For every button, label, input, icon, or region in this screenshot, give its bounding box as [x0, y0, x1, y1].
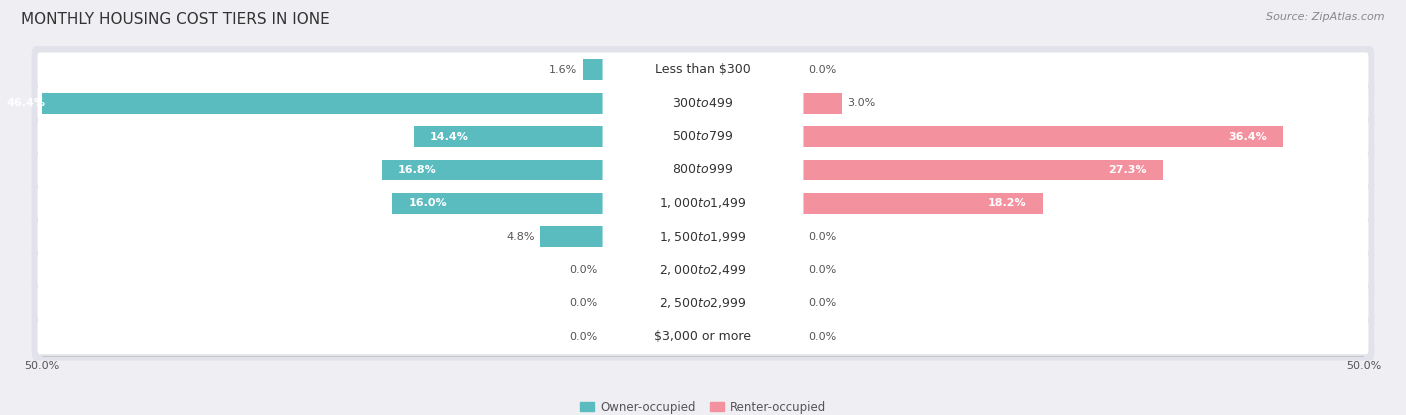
FancyBboxPatch shape: [31, 146, 1375, 194]
Bar: [540, 226, 605, 247]
Text: $2,500 to $2,999: $2,500 to $2,999: [659, 296, 747, 310]
Text: 0.0%: 0.0%: [808, 298, 837, 308]
FancyBboxPatch shape: [603, 290, 803, 317]
Text: $1,000 to $1,499: $1,000 to $1,499: [659, 196, 747, 210]
Bar: [614, 293, 693, 314]
FancyBboxPatch shape: [38, 186, 1368, 221]
Bar: [582, 59, 605, 80]
Text: $2,000 to $2,499: $2,000 to $2,499: [659, 263, 747, 277]
Text: 0.0%: 0.0%: [569, 265, 598, 275]
Text: 14.4%: 14.4%: [429, 132, 468, 142]
FancyBboxPatch shape: [603, 123, 803, 150]
Text: 36.4%: 36.4%: [1229, 132, 1267, 142]
Bar: [801, 160, 1163, 180]
Text: Source: ZipAtlas.com: Source: ZipAtlas.com: [1267, 12, 1385, 22]
Text: 0.0%: 0.0%: [808, 265, 837, 275]
FancyBboxPatch shape: [31, 280, 1375, 327]
FancyBboxPatch shape: [38, 119, 1368, 154]
FancyBboxPatch shape: [603, 90, 803, 117]
Bar: [0, 93, 605, 114]
Text: 3.0%: 3.0%: [846, 98, 876, 108]
Text: $1,500 to $1,999: $1,500 to $1,999: [659, 230, 747, 244]
FancyBboxPatch shape: [38, 86, 1368, 121]
Bar: [713, 293, 792, 314]
Bar: [382, 160, 605, 180]
FancyBboxPatch shape: [38, 320, 1368, 354]
FancyBboxPatch shape: [603, 190, 803, 217]
FancyBboxPatch shape: [31, 213, 1375, 261]
Text: 0.0%: 0.0%: [808, 65, 837, 75]
Text: 0.0%: 0.0%: [569, 298, 598, 308]
Text: MONTHLY HOUSING COST TIERS IN IONE: MONTHLY HOUSING COST TIERS IN IONE: [21, 12, 330, 27]
Bar: [713, 226, 792, 247]
Text: $800 to $999: $800 to $999: [672, 164, 734, 176]
FancyBboxPatch shape: [38, 52, 1368, 87]
FancyBboxPatch shape: [603, 323, 803, 351]
Bar: [801, 126, 1284, 147]
FancyBboxPatch shape: [38, 253, 1368, 288]
Text: $300 to $499: $300 to $499: [672, 97, 734, 110]
Text: Less than $300: Less than $300: [655, 63, 751, 76]
Bar: [713, 260, 792, 281]
Bar: [713, 327, 792, 347]
FancyBboxPatch shape: [31, 46, 1375, 93]
FancyBboxPatch shape: [603, 156, 803, 184]
Bar: [413, 126, 605, 147]
FancyBboxPatch shape: [603, 56, 803, 83]
Text: 16.0%: 16.0%: [408, 198, 447, 208]
Text: 18.2%: 18.2%: [988, 198, 1026, 208]
FancyBboxPatch shape: [31, 180, 1375, 227]
Text: $3,000 or more: $3,000 or more: [655, 330, 751, 343]
Bar: [801, 193, 1043, 214]
Text: 16.8%: 16.8%: [398, 165, 436, 175]
Legend: Owner-occupied, Renter-occupied: Owner-occupied, Renter-occupied: [575, 396, 831, 415]
FancyBboxPatch shape: [38, 153, 1368, 187]
FancyBboxPatch shape: [38, 286, 1368, 321]
FancyBboxPatch shape: [31, 247, 1375, 294]
Bar: [392, 193, 605, 214]
FancyBboxPatch shape: [31, 313, 1375, 361]
Text: 0.0%: 0.0%: [808, 332, 837, 342]
Text: 0.0%: 0.0%: [808, 232, 837, 242]
Bar: [614, 260, 693, 281]
FancyBboxPatch shape: [31, 113, 1375, 160]
Text: 0.0%: 0.0%: [569, 332, 598, 342]
FancyBboxPatch shape: [38, 220, 1368, 254]
Bar: [801, 93, 842, 114]
Text: 27.3%: 27.3%: [1108, 165, 1147, 175]
Text: $500 to $799: $500 to $799: [672, 130, 734, 143]
FancyBboxPatch shape: [603, 223, 803, 250]
Text: 46.4%: 46.4%: [7, 98, 45, 108]
Bar: [614, 327, 693, 347]
Bar: [713, 59, 792, 80]
FancyBboxPatch shape: [603, 256, 803, 284]
Text: 4.8%: 4.8%: [506, 232, 536, 242]
Text: 1.6%: 1.6%: [550, 65, 578, 75]
FancyBboxPatch shape: [31, 80, 1375, 127]
